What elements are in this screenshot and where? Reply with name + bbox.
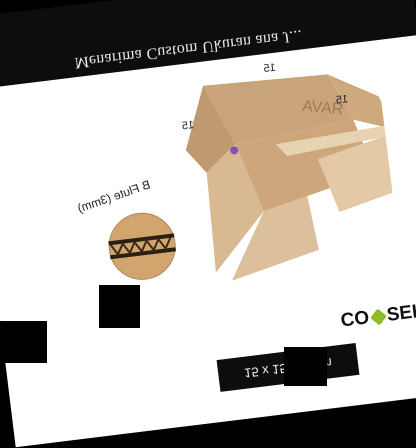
open-box-image: AVAR [185,74,402,281]
dimension-left: 15 [181,119,195,133]
brand-mark-icon [369,308,387,326]
brand-name-right: SEK [385,300,416,326]
corrugated-cross-section-image [108,212,177,280]
svg-text:AVAR: AVAR [302,98,345,119]
redaction-block [99,285,140,328]
dimension-top: 15 [262,61,277,76]
dimension-right: 15 [335,93,349,107]
redaction-block [0,321,47,363]
brand-name-left: CO [339,307,371,332]
redaction-block [284,347,327,386]
